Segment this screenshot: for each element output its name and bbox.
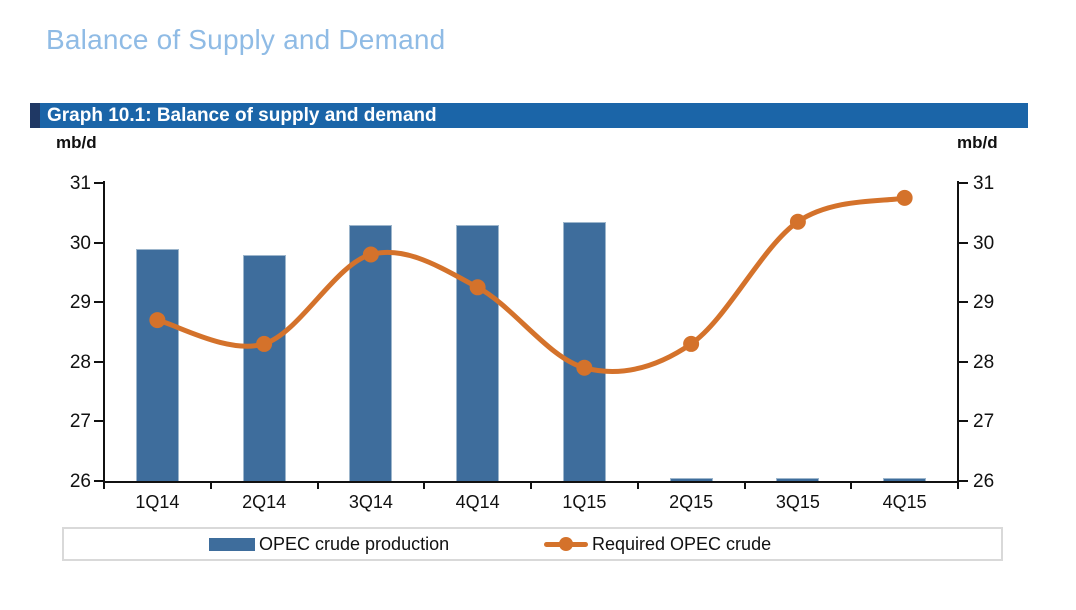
y-tick-left [94,241,103,244]
x-axis-label-4Q15: 4Q15 [882,492,927,512]
y-axis-tick-label-right: 26 [973,471,995,492]
y-tick-left [94,301,103,304]
bar-1Q14 [135,248,179,481]
bar-4Q14 [456,224,500,481]
y-tick-right [959,241,968,244]
y-axis-tick-label-right: 27 [973,411,995,433]
bar-4Q15 [883,478,927,481]
x-axis-label-2Q14: 2Q14 [242,492,287,512]
y-axis-tick-label-left: 28 [69,351,91,373]
y-axis-tick-label-right: 29 [973,292,995,314]
x-tick [636,483,639,489]
x-axis-label-1Q15: 1Q15 [562,492,607,512]
x-tick [423,483,426,489]
y-axis-unit-left: mb/d [56,133,97,152]
y-axis-tick-label-left: 30 [69,232,91,254]
graph-header-background: Graph 10.1: Balance of supply and demand [40,103,1028,128]
bar-2Q15 [669,478,713,481]
page-title: Balance of Supply and Demand [46,24,446,55]
x-axis-label-3Q14: 3Q14 [348,492,393,512]
bar-2Q14 [242,254,286,481]
bar-3Q15 [776,478,820,481]
legend-label-required-crude: Required OPEC crude [592,533,772,554]
y-tick-right [959,301,968,304]
y-tick-right [959,360,968,363]
legend-label-opec-production: OPEC crude production [259,533,450,554]
bar-1Q15 [562,221,606,481]
bar-3Q14 [349,224,393,481]
y-tick-left [94,480,103,482]
x-tick [957,483,959,489]
y-axis-unit-right: mb/d [957,133,998,152]
graph-header-title: Graph 10.1: Balance of supply and demand [47,104,437,126]
x-tick [530,483,532,489]
x-axis-line [103,481,959,483]
y-axis-tick-label-right: 28 [973,351,995,373]
y-axis-right-line [957,181,959,483]
line-series-glyph [544,536,588,552]
x-axis-label-4Q14: 4Q14 [455,492,500,512]
x-tick [103,483,105,489]
graph-header-bar: Graph 10.1: Balance of supply and demand [30,103,1028,128]
y-axis-tick-label-left: 31 [69,173,91,194]
y-tick-left [94,182,103,184]
y-axis-tick-label-left: 27 [69,411,91,433]
y-tick-left [94,420,103,423]
x-tick [209,483,212,489]
graph-header-accent-block [30,103,40,128]
y-tick-left [94,360,103,363]
legend: OPEC crude production Required OPEC crud… [62,527,1003,561]
y-tick-right [959,182,968,184]
bar-series-swatch [209,537,255,551]
x-axis-label-2Q15: 2Q15 [669,492,714,512]
legend-item-required-crude: Required OPEC crude [544,529,771,559]
x-axis-label-1Q14: 1Q14 [135,492,180,512]
y-axis-tick-label-left: 26 [69,471,91,492]
y-tick-right [959,420,968,423]
line-glyph-marker [559,537,573,551]
x-tick [850,483,853,489]
y-axis-tick-label-right: 30 [973,232,995,254]
x-tick [743,483,746,489]
y-axis-tick-label-right: 31 [973,173,995,194]
x-axis-label-3Q15: 3Q15 [775,492,820,512]
y-axis-left-line [103,181,105,483]
y-tick-right [959,480,968,482]
x-tick [316,483,319,489]
legend-item-opec-production: OPEC crude production [209,529,449,559]
y-axis-tick-label-left: 29 [69,292,91,314]
